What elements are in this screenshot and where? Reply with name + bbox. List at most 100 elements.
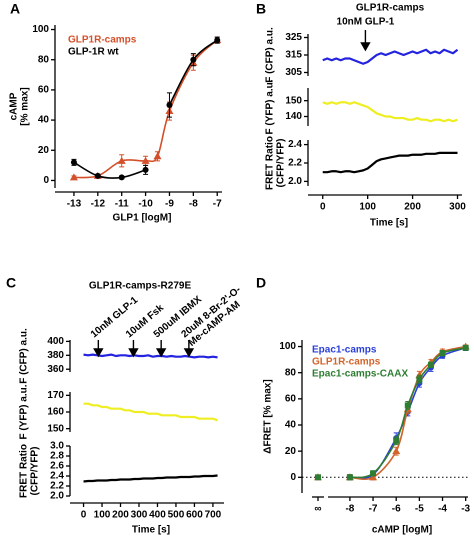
trace [322,101,458,123]
x-tick-label: 0 [81,510,87,521]
y-tick-label: 100 [32,24,49,35]
x-tick-label: 100 [94,510,111,521]
marker [70,159,77,166]
y-tick-label: 2.4 [50,471,64,482]
y-tick-label: 60 [285,393,297,404]
annotation-arrow [360,30,371,52]
y-tick-label: 20 [38,145,50,156]
y-tick-label: 2.2 [288,158,302,169]
y-tick-label: 2.2 [50,481,64,492]
y-tick-label: 2.8 [50,451,64,462]
annotation-arrow [183,340,195,358]
trace [322,151,458,174]
panel-letter: C [6,275,16,291]
y-tick-label: 40 [285,420,297,431]
marker [117,156,126,164]
x-tick-label: -3 [461,504,470,515]
y-tick-label: 80 [285,367,297,378]
marker [346,474,353,481]
y-axis-label: F (CFP) a.u. [265,27,276,83]
trace [83,353,218,359]
x-tick-label: 400 [149,510,166,521]
y-axis-label: (CFP/YFP) [276,139,287,188]
y-tick-label: 140 [285,111,302,122]
marker [416,376,423,383]
annotation-label: 10nM GLP-1 [337,17,395,28]
y-axis-label: [% max] [20,87,31,125]
marker [392,447,401,455]
marker [190,56,197,63]
annotation-arrow [93,340,104,358]
x-axis-label: Time [s] [370,218,408,229]
marker [427,361,434,368]
x-axis-label: Time [s] [132,525,170,536]
y-tick-label: 20 [285,446,297,457]
marker [315,474,321,481]
annotation-arrow [155,340,167,358]
marker [118,174,125,181]
x-tick-label: 200 [404,202,421,213]
y-axis-label: ΔFRET [% max] [263,379,274,453]
y-axis-label: F (CFP) a.u. [19,328,30,384]
marker [462,344,469,351]
x-tick-label: -11 [115,199,129,210]
y-tick-label: 100 [279,341,296,352]
x-tick-label: 700 [205,510,222,521]
y-tick-label: 305 [285,67,302,78]
y-tick-label: 2.0 [288,176,302,187]
annotation-arrow [128,340,139,358]
y-tick-label: 400 [47,336,64,347]
legend-label: GLP-1R wt [68,47,119,58]
y-tick-label: 380 [47,350,64,361]
y-axis-label: (CFP/YFP) [30,447,41,496]
marker [369,473,378,481]
y-tick-label: 360 [47,364,64,375]
y-tick-label: 40 [38,115,50,126]
marker [370,470,377,477]
marker [153,152,162,160]
x-tick-label: -5 [415,504,424,515]
x-tick-label: 300 [449,202,466,213]
chart-title: GLP1R-camps-R279E [89,281,192,292]
x-tick-label: -7 [369,504,378,515]
panel-letter: B [256,1,266,17]
x-tick-label: -6 [392,504,401,515]
y-axis-label: F (YFP) a.u. [19,384,30,439]
x-tick-label: -13 [67,199,82,210]
marker [393,437,400,444]
x-tick-label: -8 [189,199,198,210]
y-axis-label: cAMP [9,92,20,120]
x-tick-label: -8 [345,504,354,515]
trace [322,48,459,65]
marker [142,166,149,173]
y-axis-label: FRET Ratio [265,136,276,190]
marker [214,37,221,44]
x-tick-label: -10 [138,199,153,210]
y-axis-label: FRET Ratio [19,444,30,498]
panel-letter: D [256,275,266,291]
legend-label: GLP1R-camps [312,357,381,368]
x-tick-label: -12 [91,199,106,210]
marker [439,350,446,357]
y-tick-label: 150 [285,95,302,106]
y-tick-label: 160 [47,407,64,418]
x-axis-label: GLP1 [logM] [113,213,172,224]
trace [83,474,218,483]
legend-label: GLP1R-camps [68,35,137,46]
x-tick-label: ∞ [314,504,321,515]
y-tick-label: 150 [47,423,64,434]
x-tick-label: 0 [320,202,326,213]
chart-title: GLP1R-camps [356,3,425,14]
x-tick-label: -9 [165,199,174,210]
x-tick-label: -4 [438,504,447,515]
y-tick-label: 2.4 [288,139,302,150]
y-tick-label: 170 [47,390,64,401]
y-tick-label: 2.6 [50,461,64,472]
x-tick-label: 100 [359,202,376,213]
x-tick-label: 600 [186,510,203,521]
marker [141,156,150,164]
legend-label: Epac1-camps [312,345,377,356]
panel-letter: A [10,1,20,17]
y-tick-label: 80 [38,54,50,65]
